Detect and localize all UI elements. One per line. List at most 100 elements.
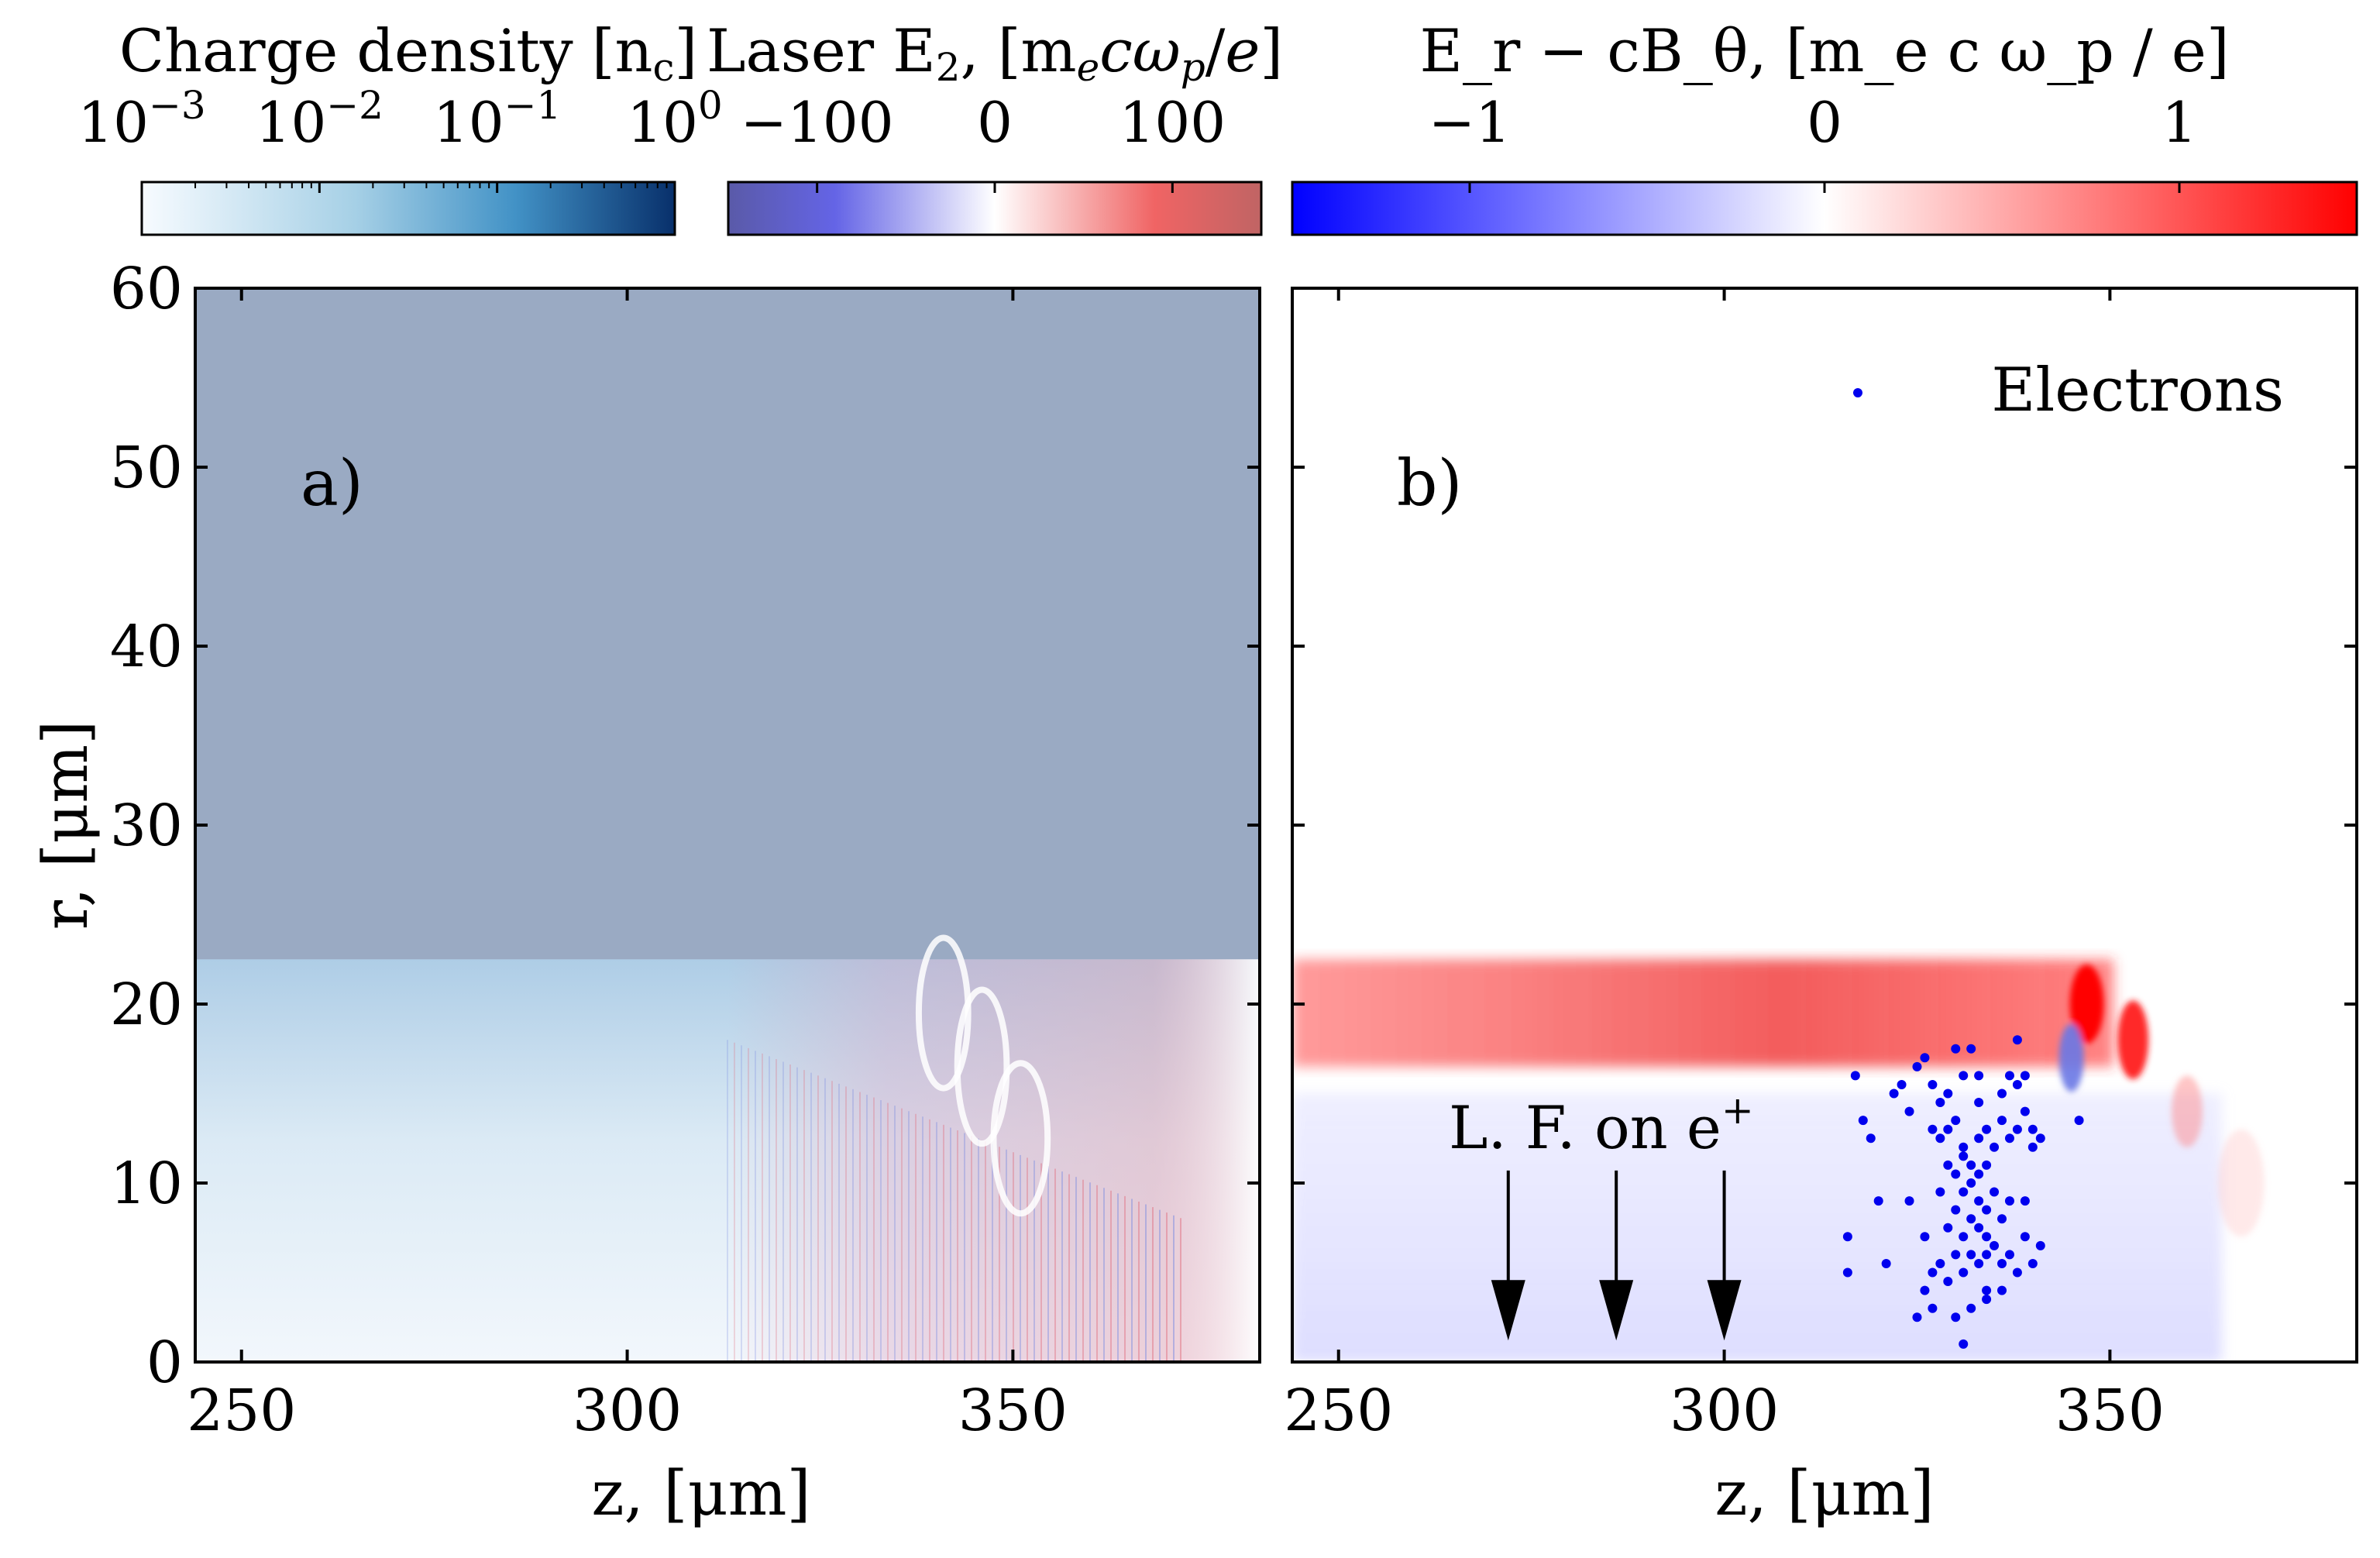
electron-point: [1959, 1071, 1969, 1081]
xtick-label: 300: [573, 1377, 682, 1444]
electron-point: [1928, 1267, 1938, 1278]
electron-point: [2020, 1106, 2030, 1116]
colorbar-tick-label: 0: [977, 90, 1013, 155]
xtick-label: 300: [1670, 1377, 1779, 1444]
field-blob: [2058, 1023, 2084, 1092]
electron-point: [2020, 1071, 2030, 1081]
electron-point: [1951, 1312, 1961, 1322]
electron-point: [1990, 1187, 2000, 1197]
electron-point: [1912, 1312, 1922, 1322]
electron-point: [1897, 1079, 1907, 1089]
colorbar-er-ticks: −1 0 1: [1429, 90, 2197, 193]
colorbar-laser: −100 0 100 Laser E2, [mecωp/e]: [707, 16, 1283, 236]
electron-point: [1966, 1303, 1976, 1313]
electron-point: [1928, 1124, 1938, 1134]
electron-point: [1943, 1089, 1953, 1099]
ytick-label: 60: [110, 256, 183, 322]
ytick-label: 10: [110, 1150, 183, 1217]
electron-point: [1997, 1214, 2007, 1224]
electron-point: [1920, 1232, 1930, 1242]
field-blob: [2217, 1129, 2265, 1237]
electron-point: [2012, 1267, 2022, 1278]
electron-point: [1842, 1267, 1852, 1278]
electron-point: [1966, 1160, 1976, 1170]
electron-point: [1951, 1205, 1961, 1215]
field-blob: [2172, 1075, 2203, 1147]
electron-point: [1974, 1223, 1984, 1233]
electron-point: [1842, 1232, 1852, 1242]
ytick-label: 50: [110, 435, 183, 501]
colorbar-density-tick-label: 10−1: [433, 83, 561, 155]
electron-point: [2012, 1079, 2022, 1089]
ytick-label: 0: [146, 1329, 183, 1396]
electron-point: [1866, 1133, 1876, 1144]
electron-point: [1974, 1169, 1984, 1179]
legend-electrons-label: Electrons: [1991, 356, 2284, 425]
electron-point: [1943, 1124, 1953, 1134]
electron-point: [1966, 1044, 1976, 1054]
electron-point: [1982, 1295, 1992, 1305]
electron-point: [2027, 1258, 2038, 1268]
annotation-arrow-head: [1599, 1280, 1634, 1341]
panel-a: 250 300 350 0 10 20 30 40 50 60 a) z, [μm] r, [μm…: [29, 256, 1261, 1529]
electron-point: [1889, 1089, 1899, 1099]
annotation-text: L. F. on e+: [1449, 1088, 1754, 1162]
electron-point: [1982, 1124, 1992, 1134]
annotation-arrow-head: [1491, 1280, 1525, 1341]
panel-b-field-blobs: [2058, 965, 2265, 1237]
colorbar-density-label: Charge density [nc]: [119, 16, 697, 90]
xtick-label: 250: [1284, 1377, 1393, 1444]
plasma-bubble: [990, 1060, 1051, 1217]
electron-point: [1951, 1116, 1961, 1126]
electron-point: [2004, 1071, 2014, 1081]
colorbar-density-ticks: 10−3 10−2 10−1 100: [77, 83, 723, 193]
panel-b-label: b): [1397, 447, 1462, 521]
electron-point: [1982, 1205, 1992, 1215]
electron-point: [1997, 1089, 2007, 1099]
electron-point: [1966, 1250, 1976, 1260]
ytick-label: 20: [110, 972, 183, 1038]
electron-point: [1997, 1258, 2007, 1268]
electron-point: [1974, 1196, 1984, 1206]
panel-a-bubbles: [915, 934, 1051, 1217]
electron-point: [1935, 1258, 1945, 1268]
electron-point: [1966, 1178, 1976, 1188]
plasma-bubble: [915, 934, 972, 1092]
panel-b-negative-field: [1292, 1093, 2222, 1362]
electron-point: [1850, 1071, 1860, 1081]
field-blob: [2117, 1000, 2149, 1080]
electron-point: [1959, 1267, 1969, 1278]
electron-point: [2035, 1133, 2045, 1144]
electron-point: [2074, 1116, 2084, 1126]
electron-point: [1904, 1196, 1914, 1206]
electron-point: [2012, 1124, 2022, 1134]
panel-a-label: a): [301, 447, 363, 521]
ytick-label: 30: [110, 793, 183, 859]
electron-point: [1959, 1232, 1969, 1242]
electron-point: [1951, 1044, 1961, 1054]
electron-point: [1943, 1277, 1953, 1287]
electron-point: [1935, 1133, 1945, 1144]
colorbar-tick-label: 1: [2162, 90, 2197, 155]
electron-point: [1881, 1258, 1891, 1268]
electron-point: [1928, 1303, 1938, 1313]
ytick-label: 40: [110, 614, 183, 680]
electron-point: [2020, 1232, 2030, 1242]
panel-b-positive-field: [1292, 959, 2113, 1067]
colorbar-laser-label: Laser E2, [mecωp/e]: [707, 16, 1283, 90]
electron-point: [1943, 1223, 1953, 1233]
electron-point: [1959, 1151, 1969, 1161]
colorbar-density-bar: [140, 181, 676, 236]
electron-point: [1974, 1098, 1984, 1108]
colorbar-density: 10−3 10−2 10−1 100 Charge density [nc]: [77, 16, 723, 236]
electron-point: [2035, 1240, 2045, 1250]
electron-point: [1974, 1258, 1984, 1268]
electron-point: [2020, 1196, 2030, 1206]
electron-point: [1974, 1133, 1984, 1144]
field-blob: [2069, 965, 2104, 1044]
electron-point: [1982, 1250, 1992, 1260]
panel-b: 250 300 350 b) z, [μm] Electrons L. F. on …: [1284, 287, 2358, 1529]
plasma-bubble: [954, 986, 1010, 1147]
electron-point: [1951, 1250, 1961, 1260]
